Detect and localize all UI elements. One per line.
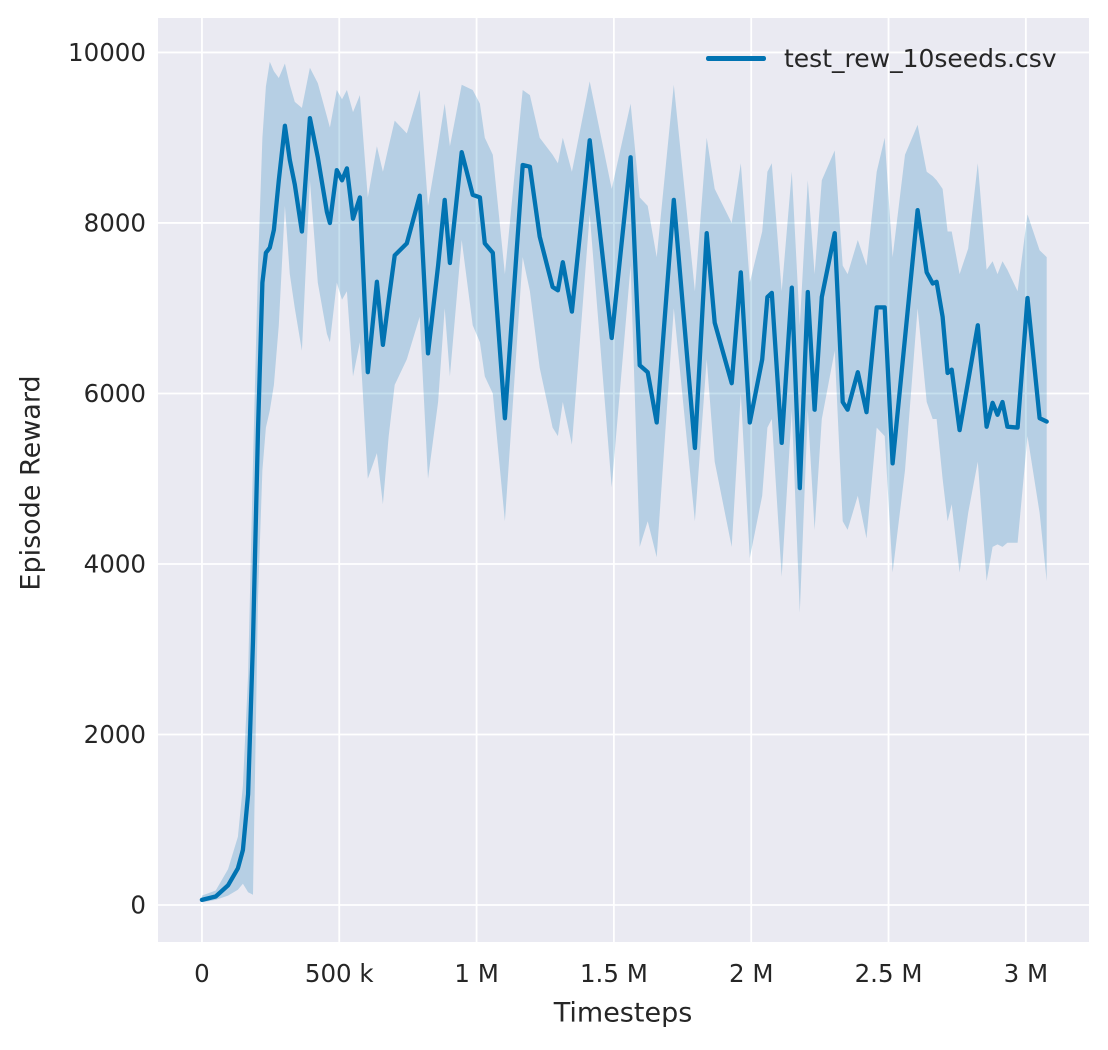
x-tick-label: 3 M [1004, 959, 1049, 988]
x-tick-label: 1.5 M [580, 959, 648, 988]
mean-line [199, 115, 1049, 903]
y-tick-label: 0 [130, 890, 146, 919]
x-tick-label: 1 M [454, 959, 499, 988]
x-tick-label: 0 [194, 959, 210, 988]
legend: test_rew_10seeds.csv [706, 44, 1057, 73]
legend-label: test_rew_10seeds.csv [784, 44, 1057, 73]
x-tick-label: 500 k [305, 959, 375, 988]
plot-area [158, 18, 1089, 942]
y-tick-label: 4000 [84, 549, 146, 578]
y-tick-label: 8000 [84, 208, 146, 237]
y-tick-label: 2000 [84, 720, 146, 749]
x-axis-label: Timesteps [553, 997, 693, 1029]
y-axis-label: Episode Reward [15, 375, 47, 591]
x-tick-label: 2.5 M [855, 959, 923, 988]
y-tick-label: 10000 [68, 38, 146, 67]
x-tick-label: 2 M [729, 959, 774, 988]
legend-line-swatch [706, 56, 766, 61]
y-tick-label: 6000 [84, 379, 146, 408]
